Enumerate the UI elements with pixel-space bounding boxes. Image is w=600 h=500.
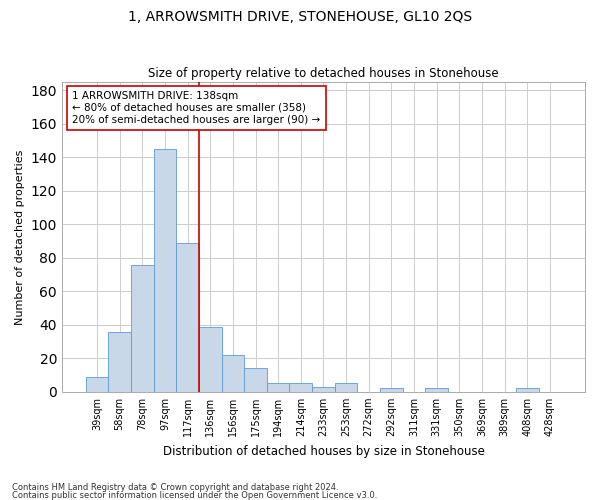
Bar xyxy=(244,368,267,392)
Bar xyxy=(380,388,403,392)
Bar xyxy=(425,388,448,392)
X-axis label: Distribution of detached houses by size in Stonehouse: Distribution of detached houses by size … xyxy=(163,444,484,458)
Bar xyxy=(154,149,176,392)
Bar xyxy=(131,264,154,392)
Text: 1, ARROWSMITH DRIVE, STONEHOUSE, GL10 2QS: 1, ARROWSMITH DRIVE, STONEHOUSE, GL10 2Q… xyxy=(128,10,472,24)
Text: Contains HM Land Registry data © Crown copyright and database right 2024.: Contains HM Land Registry data © Crown c… xyxy=(12,484,338,492)
Bar xyxy=(176,243,199,392)
Bar xyxy=(109,332,131,392)
Text: Contains public sector information licensed under the Open Government Licence v3: Contains public sector information licen… xyxy=(12,490,377,500)
Bar xyxy=(289,384,312,392)
Bar xyxy=(221,355,244,392)
Bar xyxy=(267,384,289,392)
Bar xyxy=(335,384,358,392)
Bar xyxy=(312,387,335,392)
Bar xyxy=(86,376,109,392)
Text: 1 ARROWSMITH DRIVE: 138sqm
← 80% of detached houses are smaller (358)
20% of sem: 1 ARROWSMITH DRIVE: 138sqm ← 80% of deta… xyxy=(73,92,320,124)
Bar xyxy=(199,326,221,392)
Title: Size of property relative to detached houses in Stonehouse: Size of property relative to detached ho… xyxy=(148,66,499,80)
Bar xyxy=(516,388,539,392)
Y-axis label: Number of detached properties: Number of detached properties xyxy=(15,149,25,324)
